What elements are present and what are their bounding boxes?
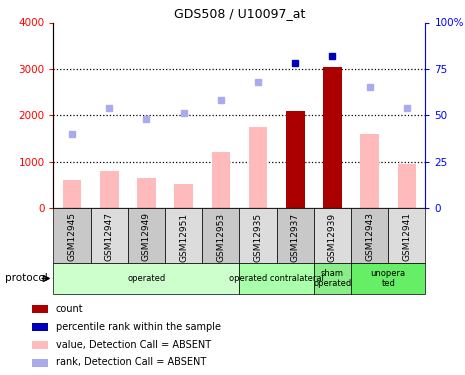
Bar [388, 208, 425, 262]
Text: GSM12935: GSM12935 [253, 213, 263, 262]
Bar [398, 164, 416, 208]
Text: GSM12941: GSM12941 [402, 213, 412, 261]
Text: rank, Detection Call = ABSENT: rank, Detection Call = ABSENT [56, 357, 206, 368]
Bar [239, 262, 314, 294]
Text: protocol: protocol [5, 273, 47, 283]
Text: sham
operated: sham operated [313, 269, 352, 288]
Bar [53, 208, 91, 262]
Text: GSM12939: GSM12939 [328, 213, 337, 262]
Bar [286, 111, 305, 208]
Text: GSM12937: GSM12937 [291, 213, 300, 262]
Text: operated contralateral: operated contralateral [229, 274, 324, 283]
Text: unopera
ted: unopera ted [371, 269, 406, 288]
Bar [239, 208, 277, 262]
Bar [314, 262, 351, 294]
Text: GSM12953: GSM12953 [216, 213, 226, 262]
Bar [53, 262, 239, 294]
Bar [32, 359, 48, 367]
Text: GSM12949: GSM12949 [142, 213, 151, 261]
Bar [32, 341, 48, 349]
Text: GSM12943: GSM12943 [365, 213, 374, 261]
Title: GDS508 / U10097_at: GDS508 / U10097_at [174, 7, 305, 20]
Bar [137, 178, 156, 208]
Bar [351, 208, 388, 262]
Bar [202, 208, 239, 262]
Text: count: count [56, 304, 83, 314]
Bar [63, 180, 81, 208]
Text: GSM12947: GSM12947 [105, 213, 114, 261]
Bar [249, 127, 267, 208]
Text: GSM12945: GSM12945 [67, 213, 77, 261]
Bar [360, 134, 379, 208]
Bar [91, 208, 128, 262]
Bar [100, 171, 119, 208]
Bar [323, 67, 342, 208]
Bar [165, 208, 202, 262]
Bar [277, 208, 314, 262]
Bar [314, 208, 351, 262]
Bar [32, 323, 48, 331]
Text: operated: operated [127, 274, 166, 283]
Bar [32, 305, 48, 313]
Bar [128, 208, 165, 262]
Bar [212, 152, 230, 208]
Text: value, Detection Call = ABSENT: value, Detection Call = ABSENT [56, 339, 211, 350]
Text: percentile rank within the sample: percentile rank within the sample [56, 322, 221, 332]
Bar [351, 262, 425, 294]
Text: GSM12951: GSM12951 [179, 213, 188, 262]
Bar [174, 183, 193, 208]
